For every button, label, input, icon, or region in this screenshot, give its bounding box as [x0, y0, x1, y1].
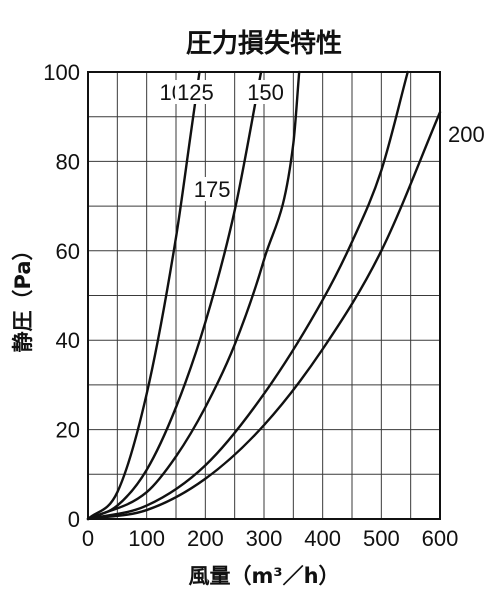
series-label-150: 150 [247, 80, 284, 105]
x-tick-labels: 0 100 200 300 400 500 600 [82, 526, 458, 551]
series-label-bg [175, 80, 216, 104]
series-label-bg [245, 80, 286, 104]
series-label-125: 125 [177, 80, 214, 105]
y-tick-label: 60 [56, 239, 80, 264]
chart-title: 圧力損失特性 [186, 28, 342, 59]
series-label-bg [446, 122, 487, 147]
y-axis-label: 静圧（Pa） [11, 240, 35, 353]
x-tick-label: 600 [422, 526, 459, 551]
x-tick-label: 100 [128, 526, 165, 551]
series-curve-100 [86, 70, 201, 521]
x-tick-label: 200 [187, 526, 224, 551]
x-axis-label: 風量（m³／h） [188, 564, 339, 588]
y-tick-label: 0 [68, 507, 80, 532]
series-curves [86, 70, 442, 521]
series-curve-150 [86, 70, 301, 521]
y-tick-label: 20 [56, 418, 80, 443]
y-tick-label: 40 [56, 328, 80, 353]
x-tick-label: 0 [82, 526, 94, 551]
series-label-200: 200 [448, 122, 485, 147]
series-curve-175 [86, 70, 409, 521]
y-tick-label: 100 [43, 60, 80, 85]
plot-frame [87, 71, 441, 520]
y-tick-label: 80 [56, 149, 80, 174]
series-label-175: 175 [194, 177, 231, 202]
series-curve-125 [86, 70, 263, 521]
series-curve-200 [86, 111, 442, 521]
x-tick-label: 400 [304, 526, 341, 551]
x-tick-label: 500 [363, 526, 400, 551]
y-gridlines [88, 116, 440, 475]
x-tick-label: 300 [246, 526, 283, 551]
series-label-bg [191, 177, 233, 201]
y-tick-labels: 0 20 40 60 80 100 [43, 60, 80, 532]
